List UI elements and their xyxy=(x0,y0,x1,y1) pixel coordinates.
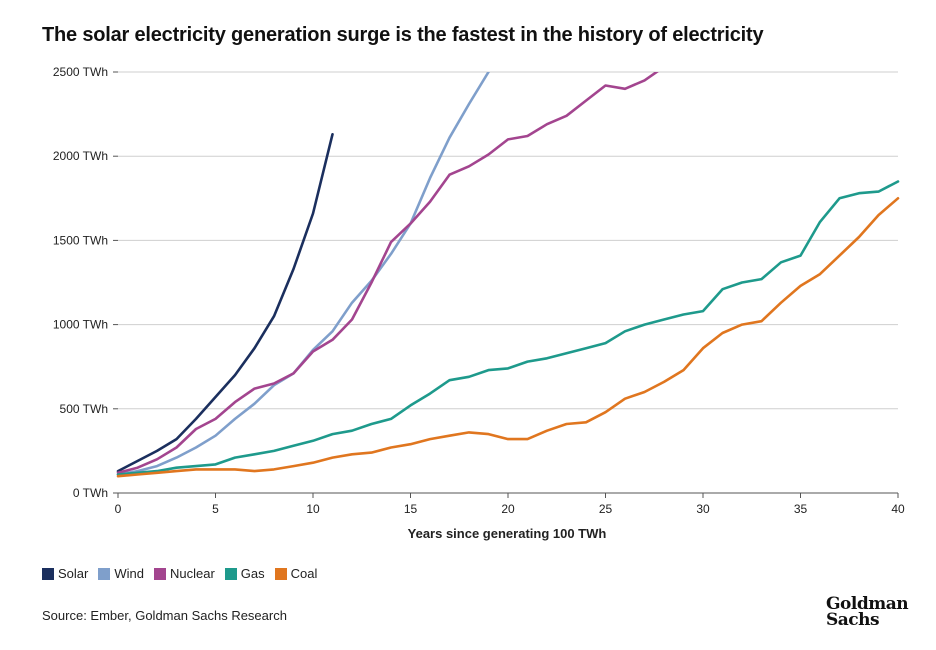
legend-swatch xyxy=(42,567,54,580)
legend-swatch xyxy=(98,567,111,580)
y-axis-ticks: 0 TWh 500 TWh 1000 TWh 1500 TWh 2000 TWh 2500… xyxy=(53,65,118,500)
legend-item-solar: Solar xyxy=(42,566,88,581)
legend-label: Gas xyxy=(240,566,265,581)
y-tick-label: 2500 TWh xyxy=(53,65,108,79)
chart-title: The solar electricity generation surge i… xyxy=(42,24,764,46)
chart-legend: Solar Wind Nuclear Gas Coal xyxy=(42,566,317,581)
goldman-sachs-logo: Goldman Sachs xyxy=(826,594,916,630)
x-tick-label: 30 xyxy=(696,502,710,516)
series-line-coal xyxy=(116,197,900,478)
source-note: Source: Ember, Goldman Sachs Research xyxy=(42,608,287,623)
x-axis-label: Years since generating 100 TWh xyxy=(408,526,607,541)
y-tick-label: 2000 TWh xyxy=(53,149,108,163)
x-tick-label: 10 xyxy=(306,502,320,516)
logo-line-2: Sachs xyxy=(826,610,880,630)
x-tick-label: 35 xyxy=(794,502,808,516)
legend-item-wind: Wind xyxy=(98,566,144,581)
series-line-nuclear xyxy=(116,72,659,475)
legend-item-gas: Gas xyxy=(224,566,265,581)
legend-label: Coal xyxy=(290,566,318,581)
legend-swatch xyxy=(274,567,287,580)
logo-line-1: Goldman xyxy=(826,594,909,614)
legend-label: Wind xyxy=(114,566,144,581)
legend-label: Nuclear xyxy=(169,566,215,581)
series-line-wind xyxy=(116,72,491,476)
x-axis-ticks: 0 5 10 15 20 25 30 35 40 xyxy=(115,493,905,516)
x-tick-label: 0 xyxy=(115,502,122,516)
y-tick-label: 1500 TWh xyxy=(53,233,108,247)
x-tick-label: 25 xyxy=(599,502,613,516)
x-tick-label: 15 xyxy=(404,502,418,516)
x-tick-label: 5 xyxy=(212,502,219,516)
legend-label: Solar xyxy=(58,566,89,581)
series-line-solar xyxy=(116,133,334,473)
y-tick-label: 1000 TWh xyxy=(53,318,108,332)
legend-item-coal: Coal xyxy=(274,566,318,581)
legend-swatch xyxy=(153,567,166,580)
y-tick-label: 0 TWh xyxy=(73,486,108,500)
series-lines xyxy=(116,72,900,478)
legend-swatch xyxy=(224,567,237,580)
legend-item-nuclear: Nuclear xyxy=(153,566,215,581)
x-tick-label: 20 xyxy=(501,502,515,516)
gridlines xyxy=(118,71,898,494)
y-tick-label: 500 TWh xyxy=(60,402,108,416)
series-line-gas xyxy=(116,180,900,476)
x-tick-label: 40 xyxy=(891,502,905,516)
